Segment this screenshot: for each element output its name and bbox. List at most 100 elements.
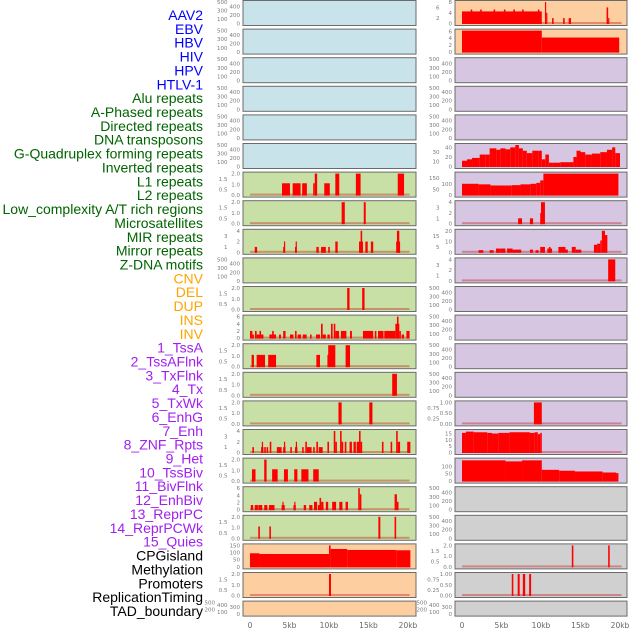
data-bar <box>272 330 274 339</box>
y-tick-label: 0 <box>237 107 241 113</box>
y-tick-label: 0.75 <box>427 406 440 412</box>
data-bar <box>301 469 309 482</box>
y-tick-label: 0 <box>237 336 241 342</box>
panel-background <box>454 114 628 141</box>
data-bar <box>345 345 351 368</box>
data-bar <box>261 334 264 339</box>
y-tick-label: 500 <box>217 86 228 92</box>
panel-background <box>454 486 628 513</box>
panel-background <box>454 371 628 398</box>
y-tick-label: 4 <box>449 200 453 206</box>
y-tick-label: 1.0 <box>231 211 240 217</box>
y-tick-label: 100 <box>429 532 440 538</box>
data-bar <box>406 330 410 339</box>
y-tick-label: 300 <box>217 152 228 158</box>
track-panel: 0 1 2 3 4 <box>436 200 628 228</box>
data-bar <box>533 402 542 425</box>
data-bar <box>472 157 478 167</box>
data-bar <box>396 431 398 453</box>
baseline-bar <box>250 308 410 310</box>
y-tick-label: 2 <box>237 329 241 335</box>
data-bar <box>575 249 582 253</box>
y-tick-label: 300 <box>429 523 440 529</box>
y-tick-label: 100 <box>429 503 440 509</box>
data-bar <box>568 18 572 24</box>
data-bar <box>303 505 307 511</box>
data-bar <box>302 447 304 453</box>
panel-background <box>242 143 417 169</box>
track-panels: 0100200300400500010020030040050001002003… <box>205 0 628 618</box>
y-tick-label: 400 <box>230 4 241 10</box>
data-bar <box>608 259 616 282</box>
y-tick-label: 1 <box>436 274 440 280</box>
x-tick-label: 10kb <box>320 621 339 630</box>
track-label: 9_Het <box>166 451 203 467</box>
panel-background <box>242 400 417 427</box>
y-tick-label: 400 <box>442 519 453 525</box>
data-bar <box>509 432 530 453</box>
track-label: DUP <box>173 298 203 314</box>
data-bar <box>268 505 275 511</box>
data-bar <box>313 469 319 482</box>
y-tick-label: 0.5 <box>219 588 228 594</box>
data-bar <box>552 162 561 167</box>
y-tick-label: 15 <box>433 234 440 240</box>
data-bar <box>369 402 373 425</box>
data-bar <box>510 147 516 167</box>
y-tick-label: 0.0 <box>231 393 240 399</box>
y-tick-label: 2 <box>449 268 453 274</box>
data-bar <box>487 432 493 453</box>
data-bar <box>573 156 577 167</box>
y-tick-label: 400 <box>442 491 453 497</box>
data-bar <box>290 447 292 453</box>
data-bar <box>341 441 344 453</box>
data-bar <box>396 316 399 339</box>
data-bar <box>329 545 331 568</box>
y-tick-label: 400 <box>429 603 440 609</box>
panel-background <box>454 257 628 284</box>
y-tick-label: 0.5 <box>219 388 228 394</box>
data-bar <box>543 173 619 196</box>
y-tick-label: 0.0 <box>443 565 452 571</box>
y-tick-label: 50 <box>233 558 240 564</box>
y-tick-label: 500 <box>217 57 228 63</box>
y-tick-label: 100 <box>429 303 440 309</box>
data-bar <box>313 501 318 511</box>
data-bar <box>363 202 366 225</box>
y-tick-label: 100 <box>429 360 440 366</box>
data-bar <box>377 330 384 339</box>
data-bar <box>507 248 513 253</box>
data-bar <box>302 183 307 196</box>
y-tick-label: 100 <box>230 551 241 557</box>
y-tick-label: 0.0 <box>231 308 240 314</box>
y-tick-label: 100 <box>217 132 228 138</box>
y-tick-label: 200 <box>442 99 453 105</box>
data-bar <box>345 501 348 511</box>
data-bar <box>251 354 254 368</box>
baseline-bar <box>250 536 410 539</box>
baseline-bar <box>250 250 410 253</box>
data-bar <box>477 157 480 167</box>
y-tick-label: 0.0 <box>231 536 240 542</box>
track-label: INS <box>180 312 203 328</box>
y-tick-label: 2.0 <box>231 172 240 178</box>
data-bar <box>392 373 397 396</box>
y-tick-label: 0 <box>449 279 453 285</box>
y-tick-label: 6 <box>449 29 453 35</box>
data-bar <box>327 334 330 339</box>
y-tick-label: 100 <box>217 74 228 80</box>
track-label: CPGisland <box>136 548 203 564</box>
data-bar <box>268 354 277 368</box>
data-bar <box>540 432 542 453</box>
data-bar <box>565 249 568 253</box>
data-bar <box>493 9 496 24</box>
data-bar <box>479 154 486 167</box>
data-bar <box>397 441 401 453</box>
y-tick-label: 0 <box>237 451 241 457</box>
